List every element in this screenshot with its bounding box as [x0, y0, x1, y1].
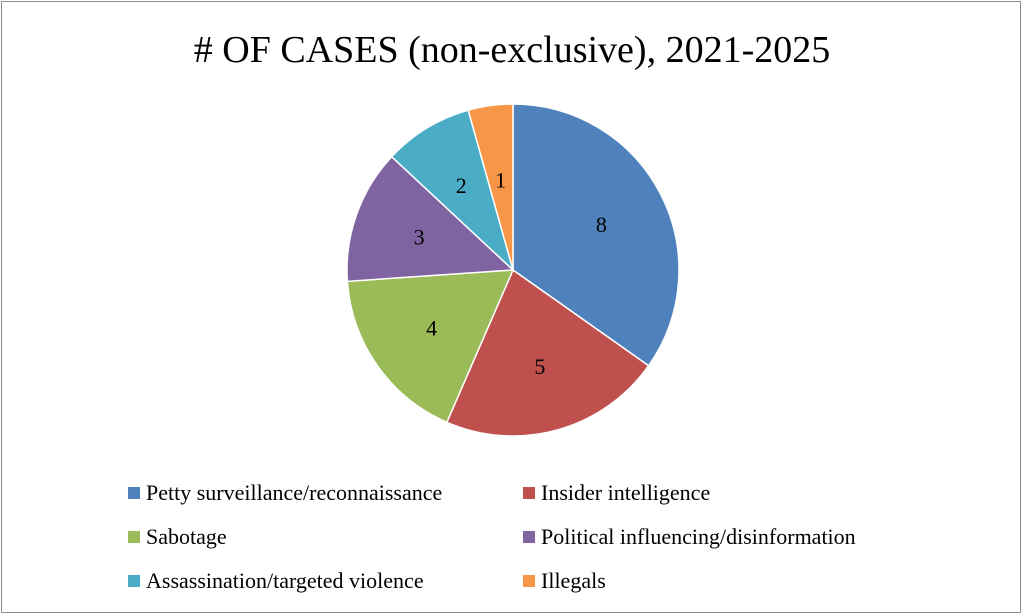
- legend-item-2: Insider intelligence: [523, 480, 710, 506]
- legend-label-4: Political influencing/disinformation: [541, 524, 856, 549]
- pie-slice-6: [467, 103, 514, 271]
- legend-swatch-3: [128, 531, 140, 543]
- legend-item-6: Illegals: [523, 568, 606, 594]
- legend-swatch-1: [128, 487, 140, 499]
- legend-swatch-4: [523, 531, 535, 543]
- slice-data-label-2: 5: [534, 354, 545, 379]
- legend-label-6: Illegals: [541, 568, 606, 593]
- pie-slice-5: [390, 109, 515, 273]
- legend-swatch-6: [523, 575, 535, 587]
- pie-slice-3: [346, 269, 515, 424]
- legend-item-3: Sabotage: [128, 524, 227, 550]
- legend-swatch-2: [523, 487, 535, 499]
- pie-slice-2: [445, 268, 650, 437]
- legend-item-1: Petty surveillance/reconnaissance: [128, 480, 442, 506]
- legend-label-3: Sabotage: [146, 524, 227, 549]
- slice-data-label-5: 2: [456, 173, 467, 198]
- pie-slice-4: [346, 155, 515, 283]
- slice-data-label-6: 1: [495, 168, 506, 193]
- legend-label-5: Assassination/targeted violence: [146, 568, 424, 593]
- legend-item-4: Political influencing/disinformation: [523, 524, 856, 550]
- legend-label-1: Petty surveillance/reconnaissance: [146, 480, 443, 505]
- slice-data-label-3: 4: [426, 315, 437, 340]
- legend-label-2: Insider intelligence: [541, 480, 711, 505]
- slice-data-label-1: 8: [596, 212, 607, 237]
- pie-slice-1: [512, 103, 680, 367]
- legend-swatch-5: [128, 575, 140, 587]
- slice-data-label-4: 3: [414, 225, 425, 250]
- legend-item-5: Assassination/targeted violence: [128, 568, 424, 594]
- chart-title: # OF CASES (non-exclusive), 2021-2025: [193, 29, 831, 71]
